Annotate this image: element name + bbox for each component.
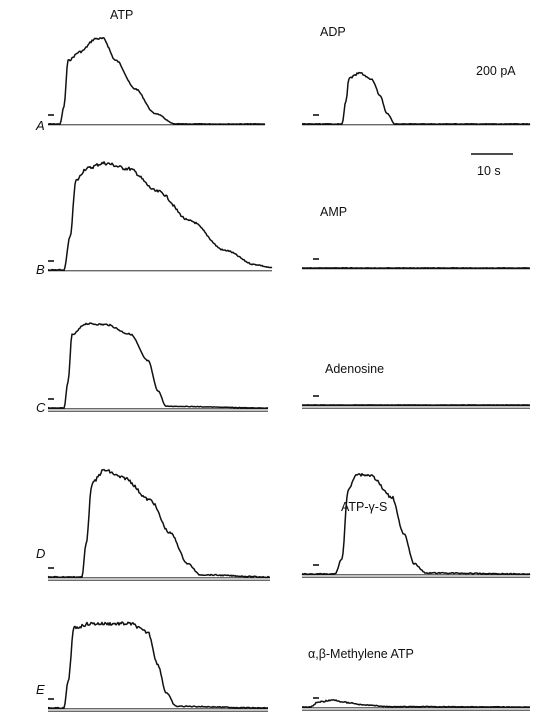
- scale-label-current: 200 pA: [476, 64, 516, 78]
- traces-group: [48, 38, 530, 711]
- trace-label-atp-gamma-s: ATP-γ-S: [341, 500, 387, 514]
- trace-atp-d: [48, 470, 270, 578]
- trace-atp-a: [48, 38, 265, 125]
- trace-label-amp: AMP: [320, 205, 347, 219]
- row-label-d: D: [36, 546, 45, 561]
- row-label-b: B: [36, 262, 45, 277]
- trace-label-adenosine: Adenosine: [325, 362, 384, 376]
- trace-label-adp: ADP: [320, 25, 346, 39]
- trace-atp-b: [48, 162, 272, 271]
- trace-atp-e: [48, 622, 268, 708]
- trace-atp-gamma-s: [302, 474, 530, 575]
- scale-label-time: 10 s: [477, 164, 501, 178]
- row-label-e: E: [36, 682, 45, 697]
- row-label-a: A: [35, 118, 45, 133]
- trace-atp-c: [48, 323, 268, 408]
- trace-adp: [302, 72, 530, 124]
- trace-label-methylene-atp: α,β-Methylene ATP: [308, 647, 414, 661]
- column-header-atp: ATP: [110, 8, 133, 22]
- trace-methylene-atp: [302, 700, 530, 707]
- row-label-c: C: [36, 400, 46, 415]
